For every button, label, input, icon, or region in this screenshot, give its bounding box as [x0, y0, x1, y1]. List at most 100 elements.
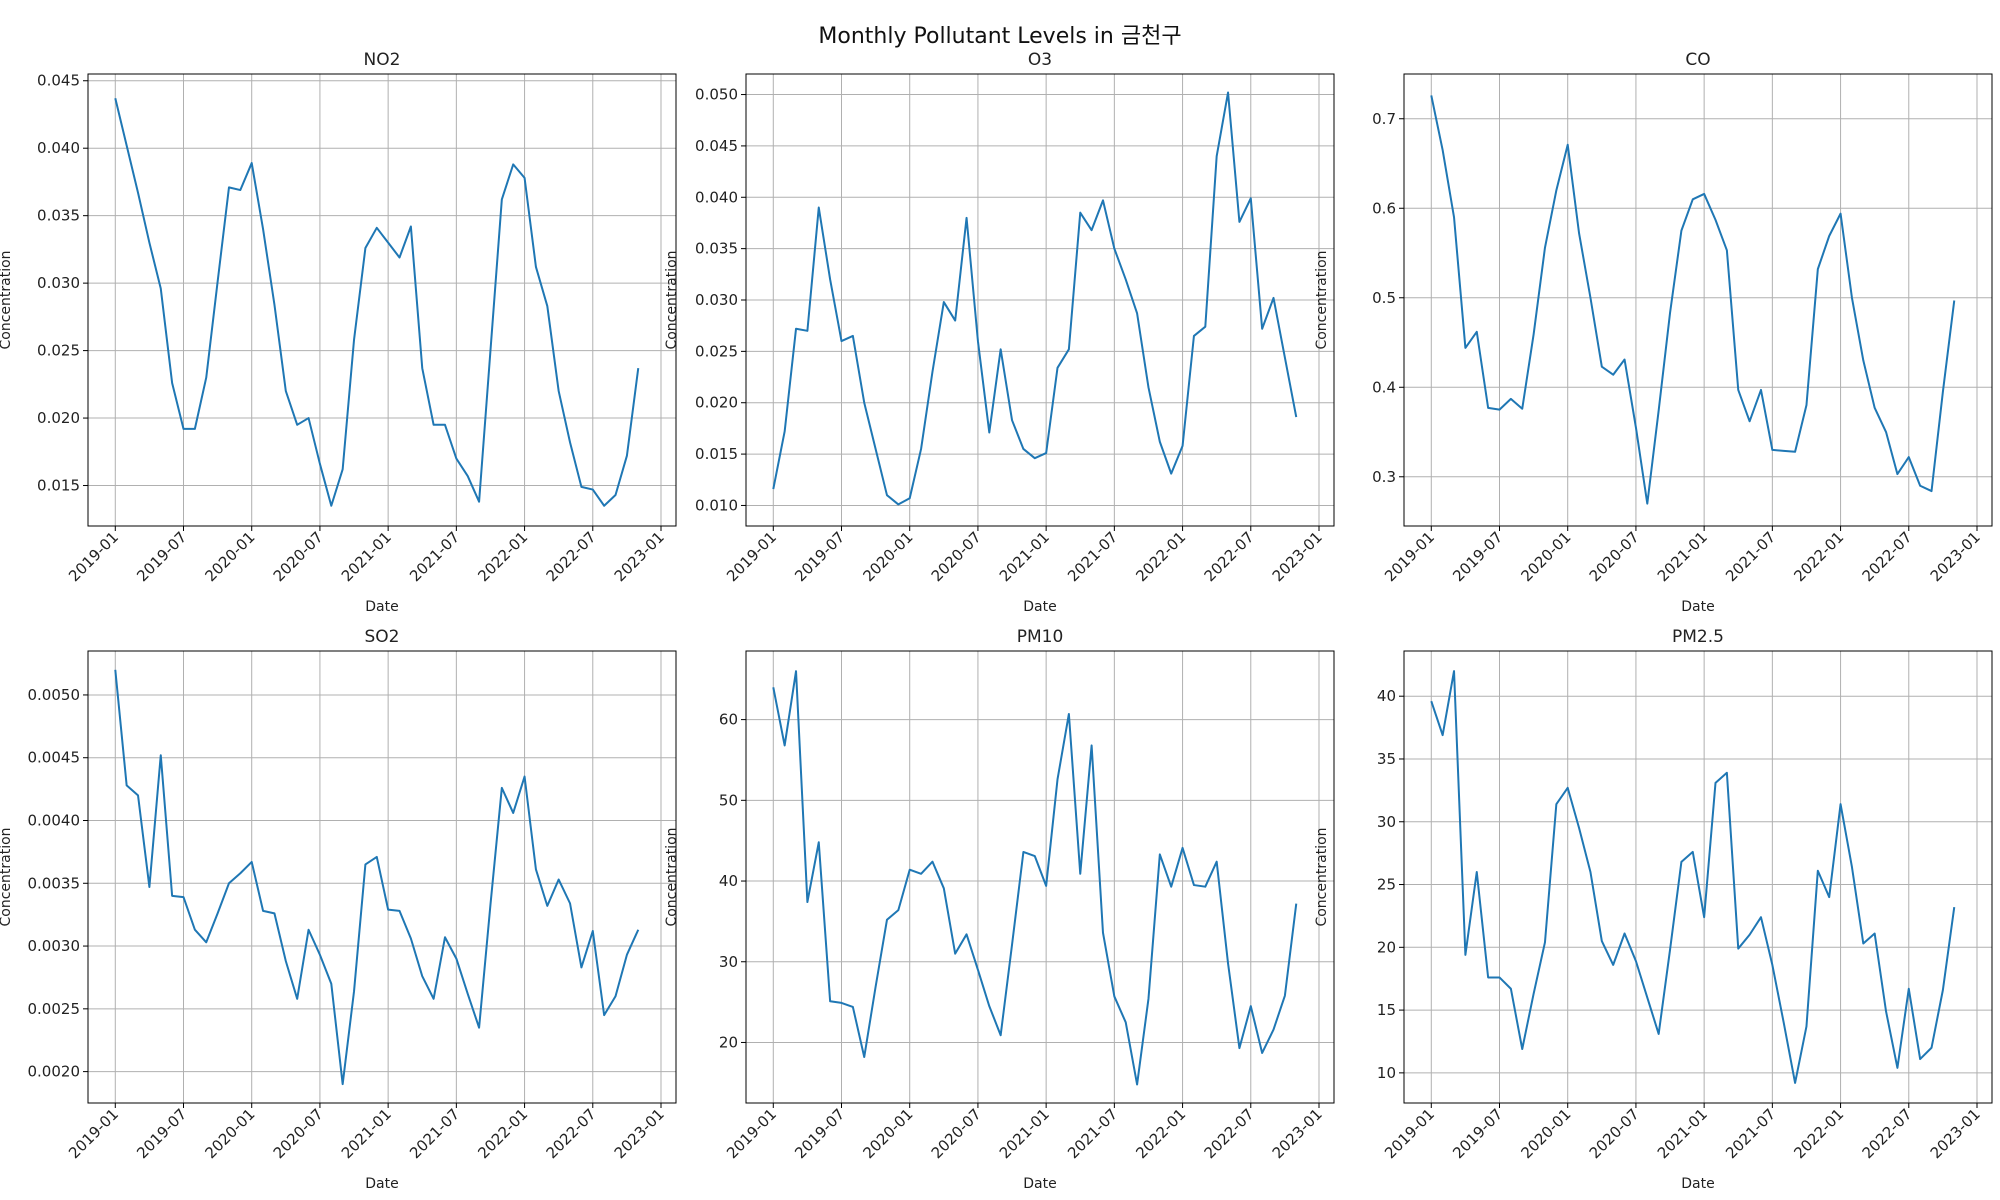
x-tick-label: 2020-07 — [928, 1105, 985, 1162]
x-tick-label: 2023-01 — [1269, 1105, 1326, 1162]
x-tick-label: 2023-01 — [611, 528, 668, 585]
x-axis-label: Date — [365, 599, 398, 615]
subplot-title: O3 — [1028, 50, 1052, 70]
x-tick-label: 2021-07 — [406, 528, 463, 585]
y-axis-label: Concentration — [664, 250, 680, 349]
y-tick-label: 0.045 — [37, 72, 80, 90]
y-tick-label: 0.040 — [37, 139, 80, 157]
x-tick-label: 2021-01 — [1654, 528, 1711, 585]
x-tick-label: 2021-01 — [996, 1105, 1053, 1162]
y-tick-label: 0.0035 — [28, 874, 81, 892]
x-tick-label: 2022-01 — [1132, 528, 1189, 585]
x-tick-label: 2020-07 — [1586, 528, 1643, 585]
x-tick-label: 2019-07 — [791, 1105, 848, 1162]
axes-frame — [745, 650, 1335, 1104]
y-tick-label: 0.0025 — [28, 1000, 81, 1018]
y-tick-label: 25 — [1377, 876, 1396, 894]
y-tick-label: 35 — [1377, 750, 1396, 768]
y-axis-label: Concentration — [0, 250, 14, 349]
y-tick-label: 10 — [1377, 1064, 1396, 1082]
subplot-title: PM10 — [1017, 627, 1064, 647]
subplot-title: PM2.5 — [1672, 627, 1724, 647]
x-tick-label: 2022-07 — [543, 528, 600, 585]
y-tick-label: 0.6 — [1372, 199, 1396, 217]
y-axis-label: Concentration — [1314, 827, 1330, 926]
y-axis-label: Concentration — [0, 827, 14, 926]
y-tick-label: 0.4 — [1372, 378, 1396, 396]
x-tick-label: 2019-01 — [723, 528, 780, 585]
x-tick-label: 2021-07 — [1064, 1105, 1121, 1162]
subplot-co: 0.3 0.4 0.5 0.6 0.7 2019-01 2019-07 2020-01 2020… — [1314, 50, 1993, 615]
series-line — [114, 669, 640, 1086]
x-tick-label: 2020-07 — [928, 528, 985, 585]
y-tick-label: 0.040 — [695, 188, 738, 206]
x-tick-label: 2021-07 — [1722, 1105, 1779, 1162]
x-tick-label: 2020-01 — [859, 528, 916, 585]
x-tick-label: 2022-01 — [474, 528, 531, 585]
x-tick-label: 2019-01 — [723, 1105, 780, 1162]
y-tick-label: 40 — [719, 872, 738, 890]
series-line — [772, 91, 1298, 506]
y-tick-label: 0.035 — [695, 240, 738, 258]
x-tick-label: 2019-01 — [1381, 528, 1438, 585]
y-tick-label: 30 — [1377, 813, 1396, 831]
x-tick-label: 2022-07 — [1859, 1105, 1916, 1162]
x-tick-label: 2023-01 — [611, 1105, 668, 1162]
y-tick-label: 0.0040 — [28, 812, 81, 830]
y-tick-label: 0.035 — [37, 207, 80, 225]
y-tick-label: 50 — [719, 791, 738, 809]
y-tick-label: 0.015 — [695, 445, 738, 463]
x-tick-label: 2022-07 — [1201, 1105, 1258, 1162]
y-tick-label: 0.7 — [1372, 110, 1396, 128]
x-tick-label: 2020-01 — [1517, 528, 1574, 585]
subplot-so2: 0.0020 0.0025 0.0030 0.0035 0.0040 0.0045 0.00… — [0, 627, 677, 1192]
x-axis-label: Date — [365, 1176, 398, 1192]
x-tick-label: 2020-01 — [1517, 1105, 1574, 1162]
x-tick-label: 2022-07 — [543, 1105, 600, 1162]
y-tick-label: 0.025 — [37, 342, 80, 360]
y-tick-label: 0.015 — [37, 477, 80, 495]
subplot-title: CO — [1685, 50, 1710, 70]
x-tick-label: 2021-07 — [1722, 528, 1779, 585]
x-tick-label: 2020-07 — [270, 528, 327, 585]
figure-title: Monthly Pollutant Levels in 금천구 — [818, 24, 1182, 49]
x-tick-label: 2023-01 — [1927, 528, 1984, 585]
x-tick-label: 2021-01 — [338, 1105, 395, 1162]
y-tick-label: 0.020 — [695, 394, 738, 412]
x-tick-label: 2021-01 — [996, 528, 1053, 585]
y-tick-label: 0.0030 — [28, 937, 81, 955]
subplot-title: NO2 — [364, 50, 401, 70]
y-tick-label: 0.0050 — [28, 686, 81, 704]
x-tick-label: 2019-01 — [65, 528, 122, 585]
x-tick-label: 2020-07 — [1586, 1105, 1643, 1162]
x-tick-label: 2022-07 — [1859, 528, 1916, 585]
y-tick-label: 0.0020 — [28, 1063, 81, 1081]
x-tick-label: 2020-01 — [859, 1105, 916, 1162]
subplot-o3: 0.010 0.015 0.020 0.025 0.030 0.035 0.040 0.045… — [664, 50, 1335, 615]
x-tick-label: 2019-07 — [133, 528, 190, 585]
y-tick-label: 15 — [1377, 1001, 1396, 1019]
subplot-pm25: 10 15 20 25 30 35 40 2019-01 2019-07 2020-01 2020-… — [1314, 627, 1993, 1192]
x-tick-label: 2021-01 — [1654, 1105, 1711, 1162]
y-tick-label: 40 — [1377, 687, 1396, 705]
x-tick-label: 2019-07 — [133, 1105, 190, 1162]
x-tick-label: 2020-01 — [201, 528, 258, 585]
series-line — [772, 670, 1298, 1086]
y-tick-label: 20 — [1377, 938, 1396, 956]
axes-frame — [1403, 650, 1993, 1104]
y-tick-label: 0.045 — [695, 137, 738, 155]
y-tick-label: 0.3 — [1372, 468, 1396, 486]
y-axis-label: Concentration — [1314, 250, 1330, 349]
x-tick-label: 2021-07 — [1064, 528, 1121, 585]
y-tick-label: 0.030 — [695, 291, 738, 309]
axes-frame — [87, 650, 677, 1104]
x-tick-label: 2022-01 — [1132, 1105, 1189, 1162]
x-tick-label: 2019-07 — [1449, 1105, 1506, 1162]
series-line — [114, 98, 640, 507]
x-tick-label: 2019-01 — [1381, 1105, 1438, 1162]
x-tick-label: 2019-07 — [791, 528, 848, 585]
y-tick-label: 0.030 — [37, 274, 80, 292]
